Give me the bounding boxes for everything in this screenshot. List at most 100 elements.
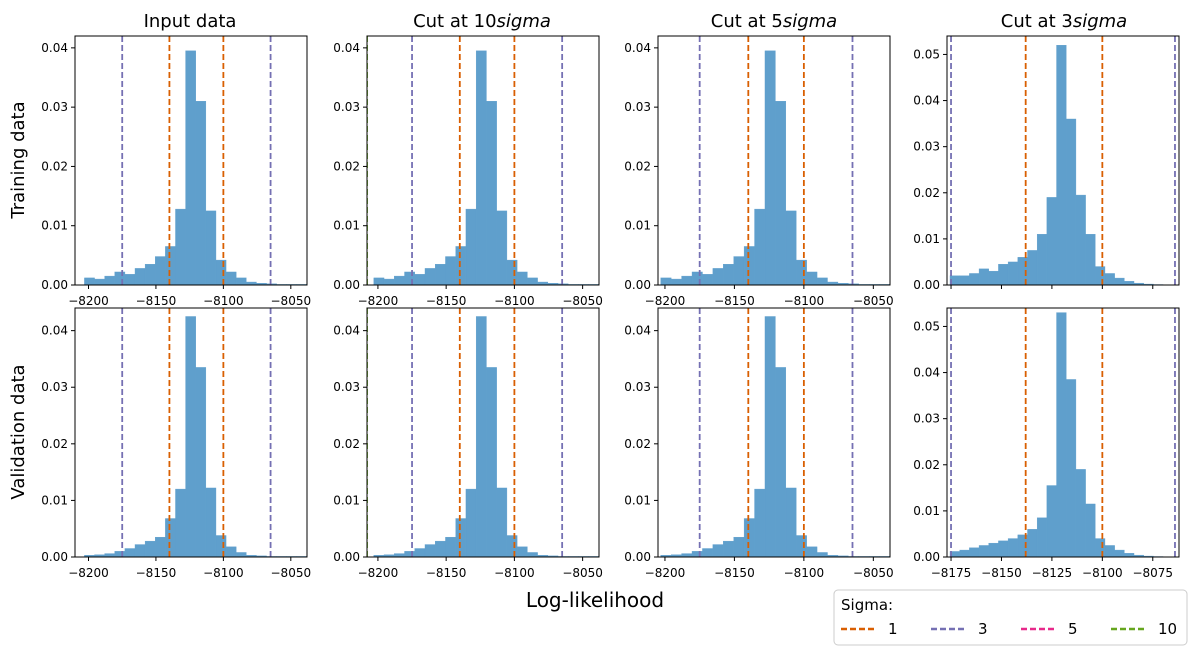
histogram-bar bbox=[723, 264, 734, 285]
x-tick-label: −8100 bbox=[784, 566, 825, 580]
histogram-bar bbox=[733, 536, 745, 557]
histogram-bar bbox=[978, 545, 989, 557]
histogram-bar bbox=[516, 271, 528, 285]
y-tick-label: 0.04 bbox=[41, 41, 68, 55]
histogram-bar bbox=[475, 50, 487, 285]
histogram-bar bbox=[754, 488, 766, 557]
y-tick-label: 0.04 bbox=[333, 41, 360, 55]
panel-r1-c2-frame bbox=[657, 307, 891, 558]
y-tick-label: 0.02 bbox=[41, 159, 68, 173]
histogram-bar bbox=[1124, 281, 1135, 285]
y-tick-label: 0.00 bbox=[624, 278, 651, 292]
histogram-bar bbox=[1046, 197, 1057, 285]
x-tick-label: −8100 bbox=[1082, 566, 1123, 580]
histogram-bar bbox=[373, 277, 385, 285]
histogram-bar bbox=[796, 535, 807, 557]
histogram-bar bbox=[1114, 277, 1125, 285]
panel-r0-c2-frame bbox=[657, 35, 891, 286]
x-tick-label: −8075 bbox=[1132, 566, 1173, 580]
histogram-bar bbox=[215, 259, 227, 285]
x-tick-label: −8200 bbox=[645, 294, 686, 308]
panel-r1-c0-frame bbox=[74, 307, 308, 558]
panel-r1-c0: 0.00 0.01 0.02 0.03 0.04 −8200 −8150 −8100 −8050 bbox=[41, 307, 311, 580]
histogram-bar bbox=[185, 316, 196, 557]
histogram-bar bbox=[104, 275, 115, 285]
y-tick-label: 0.01 bbox=[333, 493, 360, 507]
row-label-training: Training data bbox=[8, 101, 29, 219]
histogram-bar bbox=[435, 264, 446, 285]
y-tick-label: 0.03 bbox=[624, 100, 651, 114]
x-tick-label: −8200 bbox=[358, 566, 399, 580]
histogram-bar bbox=[527, 277, 538, 285]
y-tick-label: 0.00 bbox=[41, 550, 68, 564]
column-title-3: Cut at 3sigma bbox=[1001, 11, 1127, 32]
legend-label-sigma-3: 3 bbox=[978, 620, 988, 638]
x-tick-label: −8200 bbox=[358, 294, 399, 308]
y-tick-label: 0.03 bbox=[41, 380, 68, 394]
y-tick-label: 0.03 bbox=[41, 100, 68, 114]
histogram-bar bbox=[785, 487, 797, 557]
histogram-bar bbox=[394, 553, 405, 557]
legend-title: Sigma: bbox=[841, 596, 893, 614]
y-tick-label: 0.02 bbox=[333, 159, 360, 173]
y-tick-label: 0.01 bbox=[333, 219, 360, 233]
y-tick-label: 0.00 bbox=[913, 278, 940, 292]
x-tick-label: −8150 bbox=[136, 294, 177, 308]
y-tick-label: 0.02 bbox=[41, 437, 68, 451]
histogram-bar bbox=[445, 536, 456, 557]
histogram-bar bbox=[486, 367, 497, 557]
histogram-bar bbox=[681, 275, 693, 285]
histogram-bar bbox=[486, 101, 497, 285]
y-tick-label: 0.03 bbox=[333, 100, 360, 114]
y-tick-label: 0.04 bbox=[41, 324, 68, 338]
y-tick-label: 0.02 bbox=[913, 458, 940, 472]
histogram-bar bbox=[1066, 118, 1077, 285]
histogram-bar bbox=[969, 273, 980, 285]
histogram-bar bbox=[205, 487, 217, 557]
histogram-bar bbox=[998, 540, 1009, 557]
legend: Sigma: 1 3 5 10 bbox=[833, 589, 1188, 646]
y-tick-label: 0.04 bbox=[913, 366, 940, 380]
histogram-bar bbox=[1027, 250, 1038, 285]
histogram-bar bbox=[806, 546, 818, 557]
y-tick-label: 0.00 bbox=[624, 550, 651, 564]
histogram-bar bbox=[424, 544, 436, 557]
histogram-bar bbox=[959, 275, 970, 285]
histogram-bar bbox=[195, 101, 207, 285]
panel-r0-c1-frame bbox=[366, 35, 600, 286]
x-tick-label: −8150 bbox=[136, 566, 177, 580]
histogram-bar bbox=[660, 277, 672, 285]
histogram-bar bbox=[404, 551, 415, 557]
histogram-bar bbox=[1114, 549, 1125, 557]
histogram-bar bbox=[816, 552, 828, 557]
x-tick-label: −8125 bbox=[1032, 566, 1073, 580]
x-tick-label: −8200 bbox=[68, 566, 109, 580]
column-title-0: Input data bbox=[144, 11, 237, 32]
x-tick-label: −8150 bbox=[714, 566, 755, 580]
histogram-bar bbox=[1027, 529, 1038, 557]
histogram-bar bbox=[134, 268, 146, 285]
histogram-bar bbox=[743, 246, 755, 285]
histogram-bar bbox=[465, 208, 477, 285]
panel-r0-c3-plot-area bbox=[949, 36, 1176, 285]
histogram-bar bbox=[691, 551, 703, 557]
histogram-bar bbox=[998, 264, 1009, 285]
panel-r0-c1-plot-area bbox=[367, 36, 599, 285]
x-tick-label: −8200 bbox=[68, 294, 109, 308]
panel-r0-c0: 0.00 0.01 0.02 0.03 0.04 −8200 −8150 −8100 −8050 bbox=[41, 35, 311, 308]
histogram-bar bbox=[496, 210, 508, 285]
histogram-bar bbox=[124, 274, 136, 285]
histogram-bar bbox=[455, 518, 467, 557]
histogram-bar bbox=[383, 278, 395, 285]
histogram-bar bbox=[114, 551, 126, 557]
histogram-bar bbox=[1007, 538, 1019, 557]
histogram-bar bbox=[185, 50, 196, 285]
y-tick-label: 0.05 bbox=[913, 319, 940, 333]
histogram-bar bbox=[195, 367, 207, 557]
histogram-bar bbox=[1095, 538, 1106, 557]
histogram-bar bbox=[959, 549, 970, 557]
histogram-bar bbox=[743, 518, 755, 557]
y-tick-label: 0.02 bbox=[913, 186, 940, 200]
histogram-bar bbox=[235, 552, 247, 557]
